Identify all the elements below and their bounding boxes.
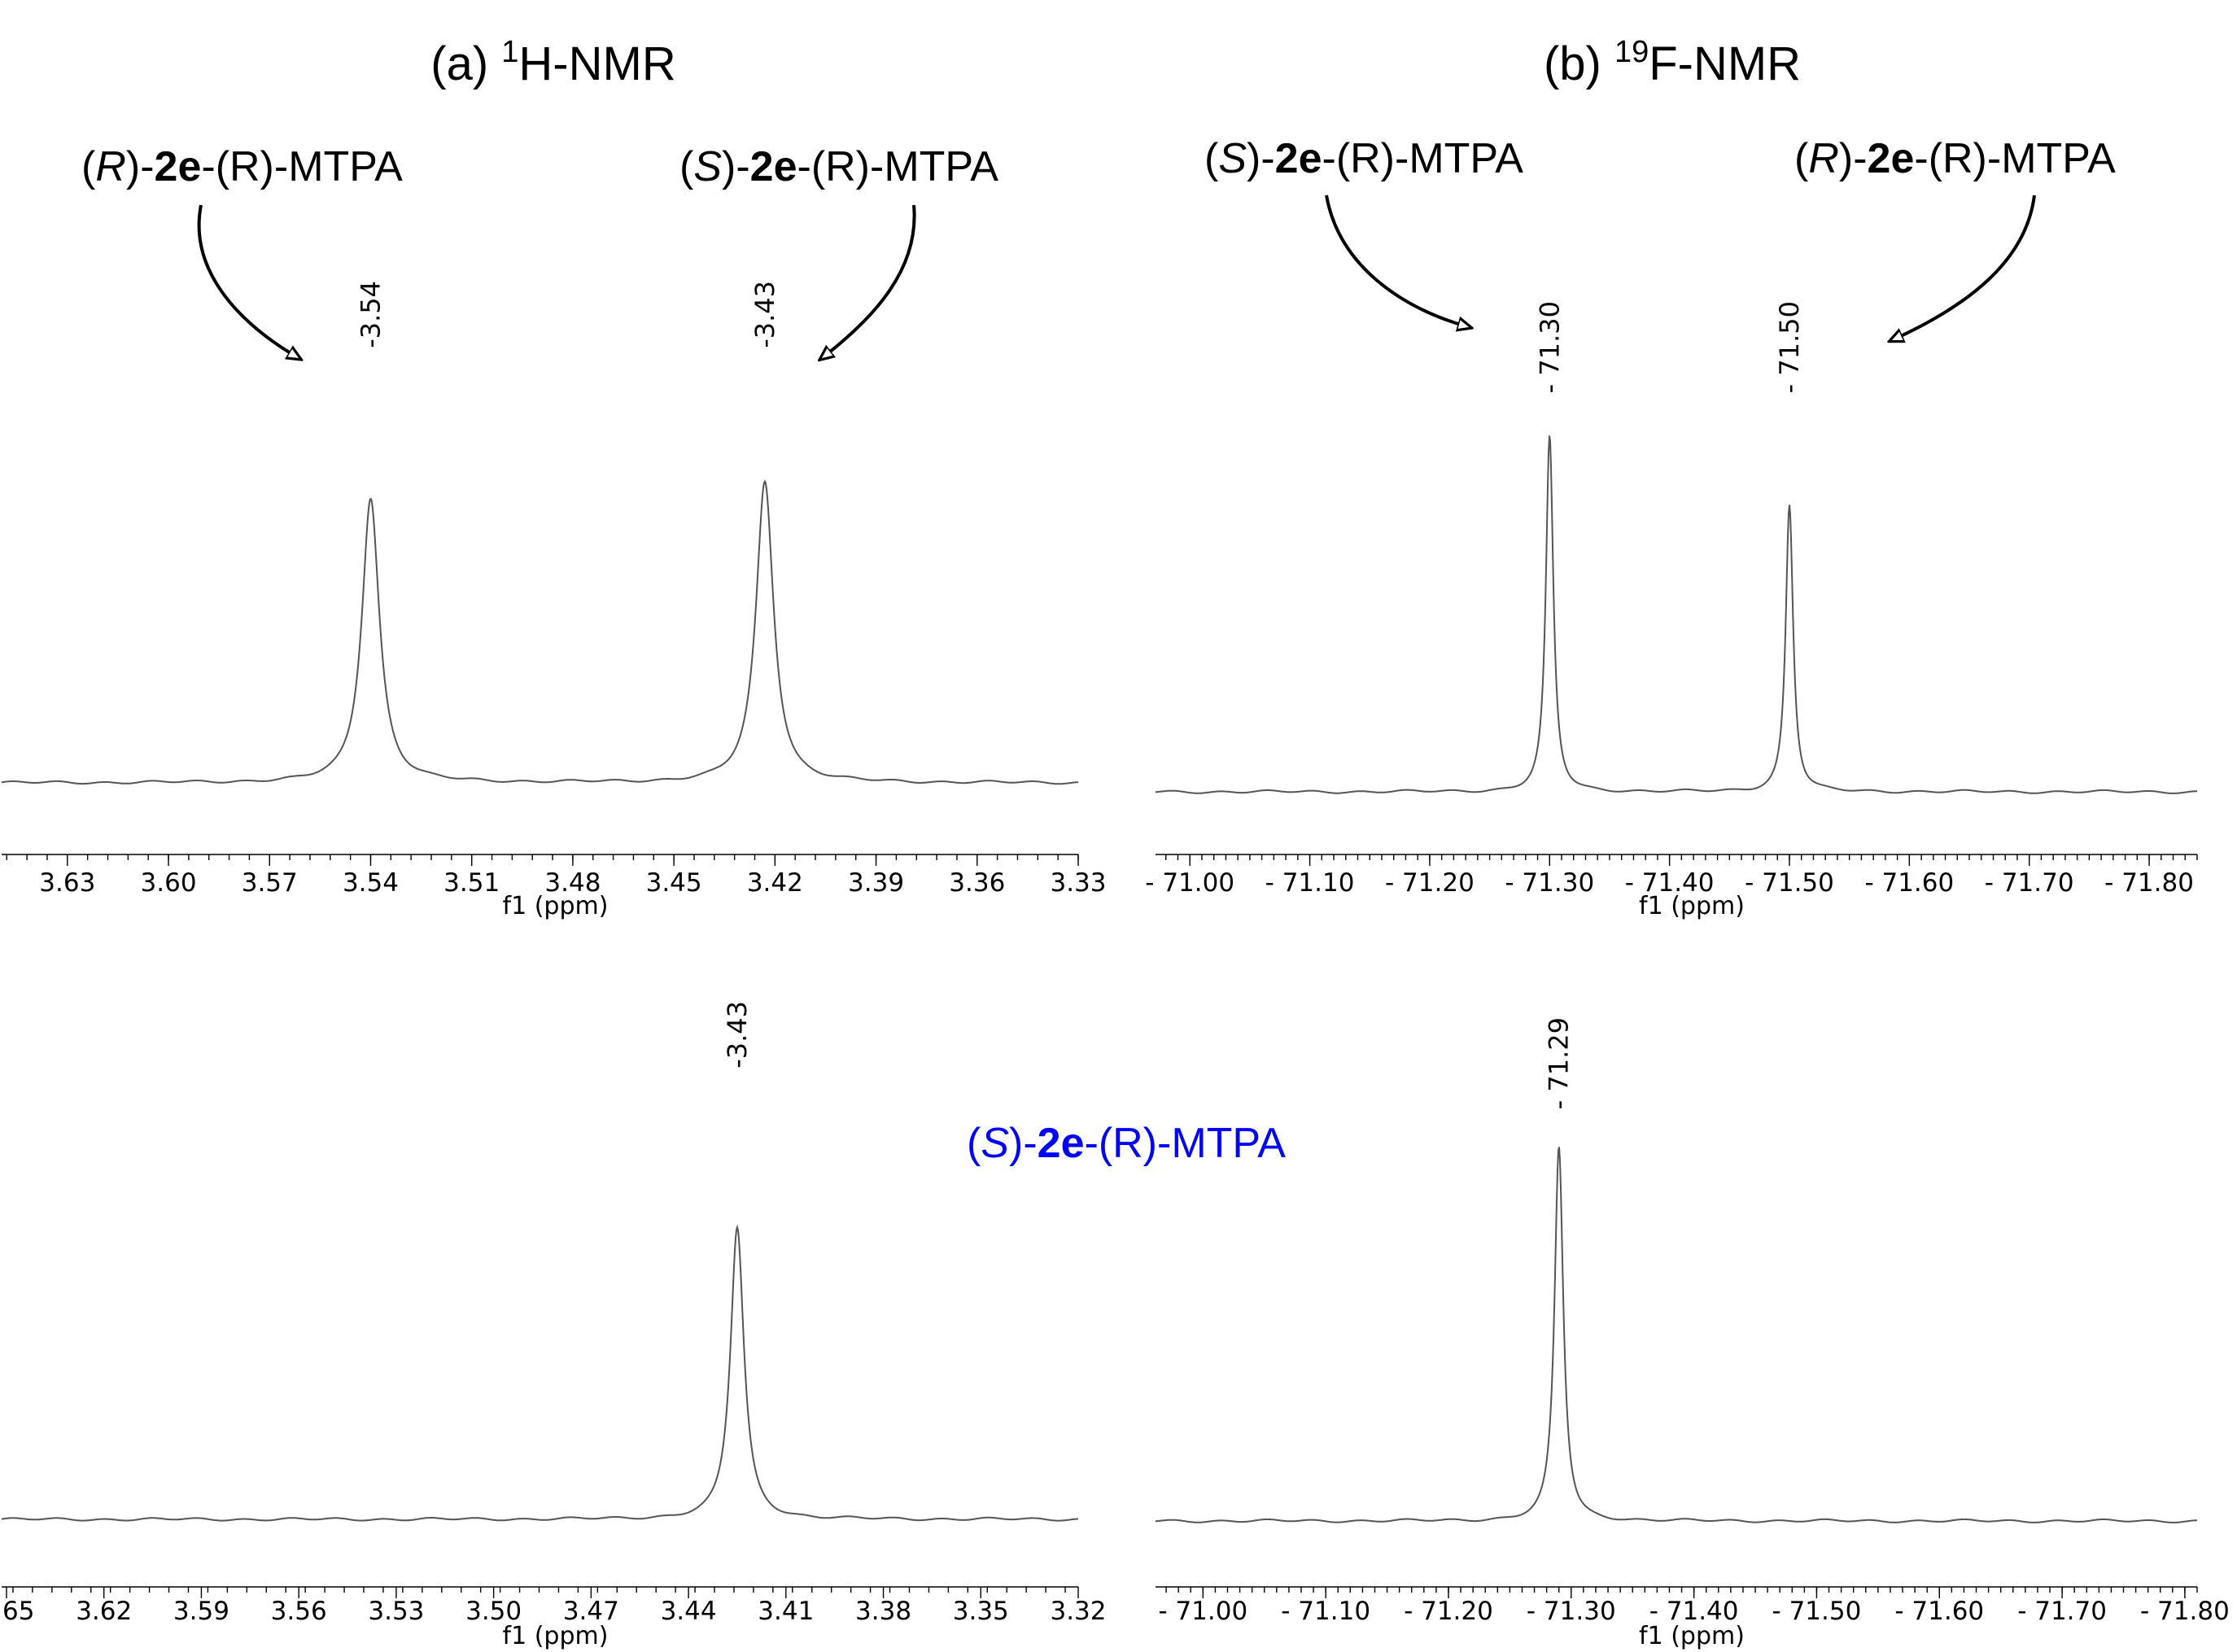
tick-label: 3.39 — [848, 868, 904, 898]
annotation-b-r-ester: (R)-2e-(R)-MTPA — [1794, 135, 2116, 182]
tick-label: 3.35 — [953, 1597, 1009, 1626]
peak-label: -3.43 — [749, 281, 780, 348]
tick-label: 3.48 — [544, 868, 601, 898]
tick-label: - 71.80 — [2104, 868, 2194, 898]
tick-label: 3.62 — [76, 1597, 132, 1626]
tick-label: 3.41 — [758, 1597, 814, 1626]
annotation-a-s-ester: (S)-2e-(R)-MTPA — [679, 143, 998, 190]
tick-label: - 71.40 — [1625, 868, 1715, 898]
tick-label: - 71.70 — [2017, 1597, 2107, 1626]
tick-label: - 71.40 — [1649, 1597, 1739, 1626]
spectrum-panel-b-bottom: - 71.00 - 71.10 - 71.20 - 71.30 - 71.40 - 71.… — [1156, 1017, 2230, 1650]
tick-label: 3.36 — [949, 868, 1005, 898]
tick-label: 3.50 — [465, 1597, 522, 1626]
peak-label: -3.43 — [722, 1001, 753, 1069]
tick-label: 3.63 — [39, 868, 95, 898]
tick-label: 3.60 — [141, 868, 197, 898]
arrow-b-r-ester — [1892, 194, 2036, 340]
x-axis-title: f1 (ppm) — [1639, 1622, 1745, 1650]
panel-a-title: (a) 1H-NMR — [430, 35, 675, 90]
tick-label: - 71.80 — [2140, 1597, 2230, 1626]
spectrum-trace-a-bottom — [1, 1224, 1079, 1522]
tick-label: - 71.60 — [1864, 868, 1954, 898]
tick-label: - 71.20 — [1404, 1597, 1493, 1626]
tick-label: - 71.30 — [1505, 868, 1594, 898]
peak-label: - 71.50 — [1774, 301, 1805, 393]
tick-label: 3.54 — [343, 868, 399, 898]
spectrum-panel-a-bottom: 3.65 3.62 3.59 3.56 3.53 3.50 3.47 3.44 3.41 3.38… — [0, 1001, 1107, 1650]
tick-label: - 71.30 — [1527, 1597, 1616, 1626]
tick-label: - 71.60 — [1894, 1597, 1984, 1626]
tick-label: 3.53 — [368, 1597, 424, 1626]
arrow-a-s-ester — [822, 204, 916, 358]
tick-label: 3.32 — [1050, 1597, 1106, 1626]
tick-label: 3.33 — [1050, 868, 1106, 898]
tick-label: - 71.50 — [1745, 868, 1834, 898]
spectrum-trace-b-bottom — [1156, 1147, 2198, 1523]
x-axis-title: f1 (ppm) — [503, 1622, 609, 1650]
arrow-b-s-ester — [1325, 194, 1469, 327]
tick-label: 3.47 — [563, 1597, 619, 1626]
annotation-bottom-s-ester: (S)-2e-(R)-MTPA — [967, 1120, 1286, 1167]
tick-label: 3.51 — [443, 868, 500, 898]
tick-label: 3.59 — [173, 1597, 229, 1626]
tick-label: 3.45 — [646, 868, 702, 898]
annotation-b-s-ester: (S)-2e-(R)-MTPA — [1204, 135, 1523, 182]
tick-label: - 71.10 — [1281, 1597, 1370, 1626]
panel-b-title: (b) 19F-NMR — [1544, 35, 1801, 90]
tick-label: 3.65 — [0, 1597, 34, 1626]
tick-label: 3.38 — [855, 1597, 911, 1626]
tick-label: 3.57 — [242, 868, 298, 898]
peak-label: - 71.30 — [1534, 301, 1565, 393]
tick-label: - 71.70 — [1985, 868, 2074, 898]
tick-label: - 71.20 — [1385, 868, 1475, 898]
tick-label: 3.42 — [747, 868, 803, 898]
tick-label: - 71.00 — [1158, 1597, 1247, 1626]
tick-label: - 71.00 — [1145, 868, 1234, 898]
tick-label: 3.44 — [661, 1597, 717, 1626]
x-axis-title: f1 (ppm) — [503, 892, 609, 920]
tick-label: 3.56 — [271, 1597, 327, 1626]
peak-label: - 71.29 — [1544, 1017, 1575, 1109]
x-axis-title: f1 (ppm) — [1639, 892, 1745, 920]
tick-label: - 71.50 — [1772, 1597, 1862, 1626]
annotation-a-r-ester: (R)-2e-(R)-MTPA — [81, 143, 403, 190]
spectrum-trace-b-top — [1156, 435, 2197, 794]
spectrum-panel-b-top: - 71.00 - 71.10 - 71.20 - 71.30 - 71.40 - 71.… — [1145, 301, 2198, 920]
spectrum-trace-a-top — [1, 479, 1079, 785]
spectrum-panel-a-top: 3.63 3.60 3.57 3.54 3.51 3.48 3.45 3.42 3.39 3.36… — [1, 281, 1107, 920]
arrow-a-r-ester — [197, 204, 299, 358]
tick-label: - 71.10 — [1265, 868, 1355, 898]
peak-label: -3.54 — [355, 281, 386, 348]
